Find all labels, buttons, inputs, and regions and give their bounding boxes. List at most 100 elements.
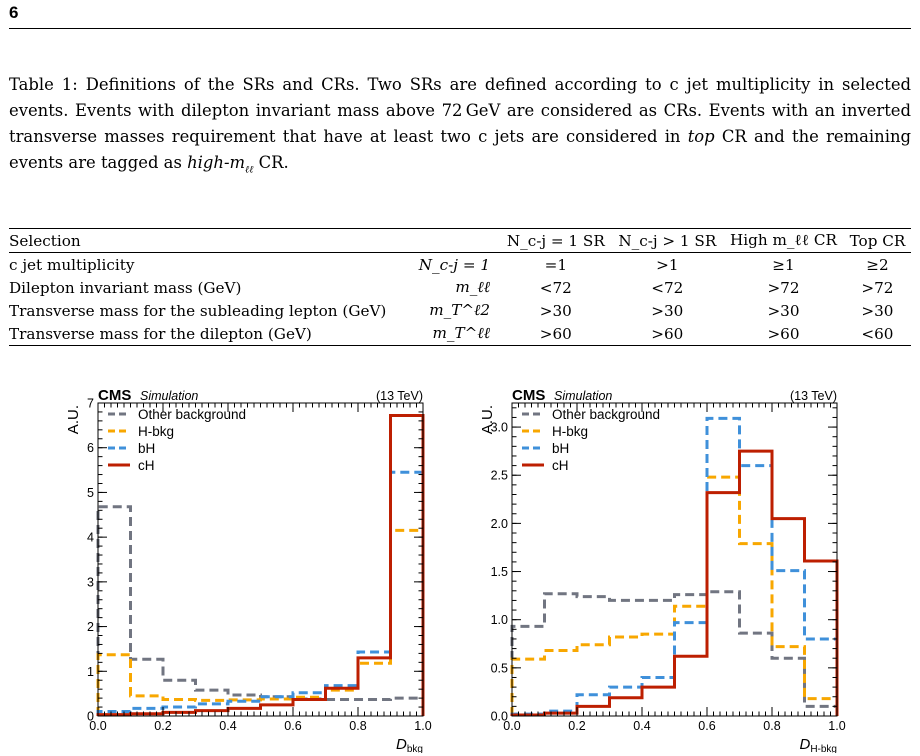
caption-text-3: CR. <box>253 153 289 172</box>
y-tick-label: 6 <box>87 441 94 455</box>
legend-entry: Other background <box>138 407 246 422</box>
table-header-row: Selection N_c-j = 1 SR N_c-j > 1 SR High… <box>9 228 911 253</box>
y-tick-label: 5 <box>87 486 94 500</box>
caption-high: high-mℓℓ <box>187 153 254 176</box>
y-tick-label: 7 <box>87 397 94 411</box>
cms-label: CMS <box>512 387 545 404</box>
header-symbol <box>410 229 500 253</box>
energy-label: (13 TeV) <box>376 389 423 403</box>
series-ch-line <box>510 449 839 717</box>
x-tick-label: 0.8 <box>349 719 366 733</box>
row-symbol: m_T^ℓℓ <box>432 324 491 342</box>
legend-entry: cH <box>552 458 569 473</box>
header-rule <box>9 28 911 29</box>
figure-left: 0.0 0.2 0.4 0.6 0.8 1.0 0 1 2 3 4 5 6 7 CMS Simulation (… <box>52 383 447 753</box>
x-tick-label: 0.4 <box>219 719 236 733</box>
table-cell: >72 <box>767 278 800 297</box>
x-tick-label: 0.2 <box>154 719 171 733</box>
table-row: Dilepton invariant mass (GeV) m_ℓℓ <72 <… <box>9 276 911 299</box>
y-tick-label: 4 <box>87 531 94 545</box>
series-bh-line <box>96 470 425 716</box>
simulation-label: Simulation <box>554 389 612 403</box>
y-tick-label: 2.5 <box>491 469 508 483</box>
table-cell: <72 <box>539 278 572 297</box>
series-other-background-line <box>510 590 839 716</box>
y-tick-label: 0 <box>87 710 94 724</box>
table-row: Transverse mass for the subleading lepto… <box>9 299 911 322</box>
x-tick-label: 1.0 <box>414 719 431 733</box>
header-sr1: N_c-j = 1 SR <box>506 231 605 250</box>
y-axis-label: A.U. <box>479 405 496 434</box>
legend-entry: H-bkg <box>552 424 588 439</box>
simulation-label: Simulation <box>140 389 198 403</box>
table-cell: >60 <box>767 324 800 343</box>
row-symbol: m_T^ℓ2 <box>429 301 491 319</box>
header-selection: Selection <box>9 231 81 250</box>
table-cell: >30 <box>767 301 800 320</box>
y-tick-label: 3.0 <box>491 421 508 435</box>
series-bh-line <box>510 416 839 716</box>
series-other-background-line <box>96 505 425 716</box>
x-tick-label: 0.6 <box>284 719 301 733</box>
series-h-bkg-line <box>96 528 425 716</box>
caption-text-2: CR and the remaining events are tagged a… <box>9 127 912 172</box>
series-h-bkg-line <box>510 475 839 716</box>
table-cell: >30 <box>539 301 572 320</box>
x-axis-label: DH-bkg <box>799 736 837 753</box>
caption-top: top <box>687 127 715 146</box>
table-cell: <60 <box>861 324 894 343</box>
row-symbol: m_ℓℓ <box>455 278 491 296</box>
y-tick-label: 3 <box>87 575 94 589</box>
table-cell: ≥1 <box>772 255 795 274</box>
legend-entry: cH <box>138 458 155 473</box>
row-selection: Dilepton invariant mass (GeV) <box>9 278 242 297</box>
table-cell: <72 <box>651 278 684 297</box>
table-cell: >1 <box>656 255 679 274</box>
row-selection: Transverse mass for the subleading lepto… <box>9 301 387 320</box>
plot-area: 0.0 0.2 0.4 0.6 0.8 1.0 0 1 2 3 4 5 6 7 CMS Simulation (… <box>65 387 432 753</box>
y-tick-label: 1 <box>87 665 94 679</box>
table-cell: =1 <box>544 255 567 274</box>
plot-dhbkg: 0.0 0.2 0.4 0.6 0.8 1.0 0.0 0.5 1.0 1.5 2.0 2.5 3.0 C… <box>479 387 846 753</box>
figure-right: 0.0 0.2 0.4 0.6 0.8 1.0 0.0 0.5 1.0 1.5 2.0 2.5 3.0 C… <box>466 383 861 753</box>
header-high-mll-cr: High m_ℓℓ CR <box>730 231 837 249</box>
row-selection: c jet multiplicity <box>9 255 135 274</box>
y-axis-label: A.U. <box>65 405 82 434</box>
cms-label: CMS <box>98 387 131 404</box>
series-ch-line <box>96 414 425 717</box>
plot-area: 0.0 0.2 0.4 0.6 0.8 1.0 0.0 0.5 1.0 1.5 2.0 2.5 3.0 C… <box>479 387 846 753</box>
table-cell: ≥2 <box>866 255 889 274</box>
table-cell: >60 <box>539 324 572 343</box>
y-tick-label: 1.0 <box>491 613 508 627</box>
x-tick-label: 0.8 <box>763 719 780 733</box>
table-row: c jet multiplicity N_c-j = 1 =1 >1 ≥1 ≥2 <box>9 253 911 277</box>
y-tick-label: 2.0 <box>491 517 508 531</box>
row-symbol: N_c-j = 1 <box>418 255 491 274</box>
page-number: 6 <box>9 3 19 22</box>
y-tick-label: 2 <box>87 620 94 634</box>
x-tick-label: 0.2 <box>568 719 585 733</box>
x-tick-label: 0.4 <box>633 719 650 733</box>
x-tick-label: 0.0 <box>503 719 520 733</box>
legend-entry: bH <box>552 441 569 456</box>
table-cell: >72 <box>861 278 894 297</box>
caption-text-1: Definitions of the SRs and CRs. Two SRs … <box>9 75 912 146</box>
x-axis-label: Dbkg <box>396 736 423 753</box>
caption-label: Table 1: <box>9 75 78 94</box>
legend-entry: Other background <box>552 407 660 422</box>
x-tick-label: 0.6 <box>698 719 715 733</box>
table-cell: >60 <box>651 324 684 343</box>
row-selection: Transverse mass for the dilepton (GeV) <box>9 324 312 343</box>
y-tick-label: 1.5 <box>491 565 508 579</box>
header-sr2: N_c-j > 1 SR <box>618 231 717 250</box>
x-tick-label: 1.0 <box>828 719 845 733</box>
energy-label: (13 TeV) <box>790 389 837 403</box>
y-tick-label: 0.0 <box>491 710 508 724</box>
legend-entry: H-bkg <box>138 424 174 439</box>
table-row: Transverse mass for the dilepton (GeV) m… <box>9 322 911 346</box>
plot-dbkg: 0.0 0.2 0.4 0.6 0.8 1.0 0 1 2 3 4 5 6 7 CMS Simulation (… <box>65 387 432 753</box>
table-caption: Table 1: Definitions of the SRs and CRs.… <box>9 72 911 183</box>
table-cell: >30 <box>861 301 894 320</box>
legend-entry: bH <box>138 441 155 456</box>
definitions-table: Selection N_c-j = 1 SR N_c-j > 1 SR High… <box>9 228 911 346</box>
